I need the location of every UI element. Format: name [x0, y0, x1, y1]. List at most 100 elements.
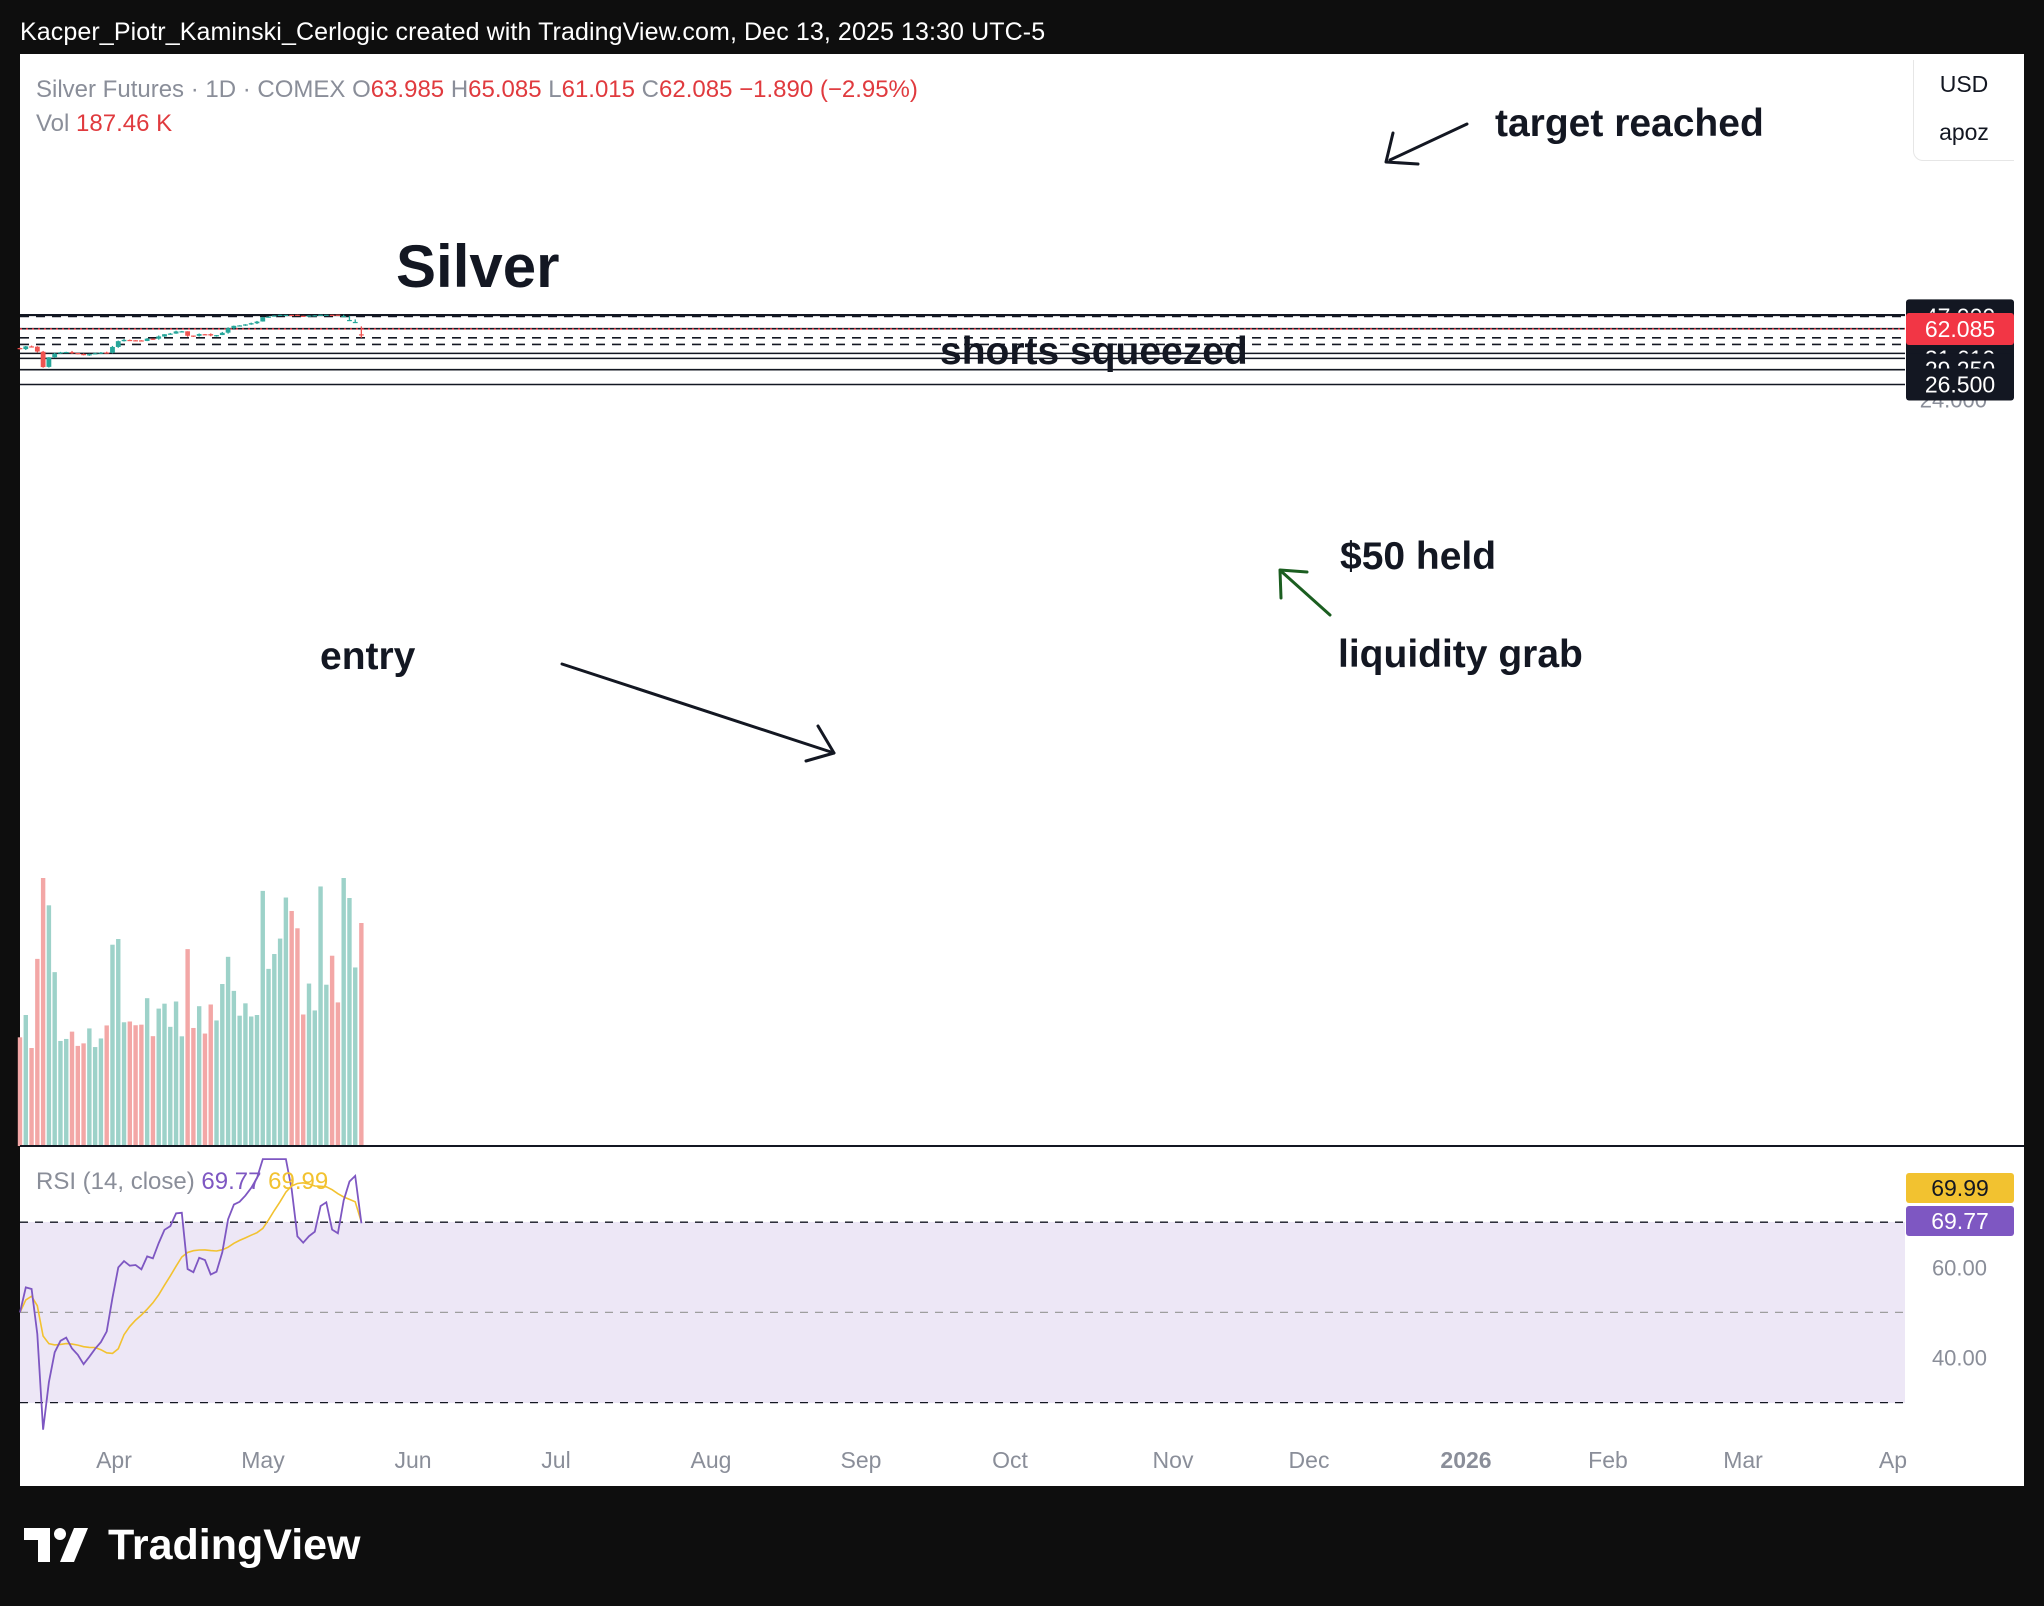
annotation-arrows	[560, 122, 1469, 763]
last-price-label[interactable]: 62.085	[1906, 312, 2014, 345]
entry-annotation: entry	[320, 635, 416, 678]
candle[interactable]	[75, 352, 81, 355]
candle[interactable]	[231, 325, 237, 329]
candle[interactable]	[352, 319, 358, 324]
svg-text:62.085: 62.085	[1925, 316, 1995, 342]
candle[interactable]	[138, 340, 144, 342]
volume-bar	[179, 1036, 185, 1146]
volume-bar	[266, 968, 271, 1146]
candle[interactable]	[347, 315, 352, 322]
candle[interactable]	[266, 316, 271, 318]
candle[interactable]	[156, 335, 162, 340]
candle[interactable]	[295, 314, 300, 316]
volume-bar	[243, 1003, 248, 1146]
candle[interactable]	[86, 353, 92, 356]
volume-bar	[272, 954, 277, 1146]
held-annotation: $50 held	[1340, 535, 1497, 578]
candle[interactable]	[335, 314, 341, 316]
candle[interactable]	[271, 315, 277, 317]
candle[interactable]	[277, 314, 283, 316]
candle[interactable]	[173, 330, 179, 334]
volume-bar	[260, 890, 265, 1146]
candle[interactable]	[254, 320, 260, 325]
candle[interactable]	[283, 314, 289, 317]
candle[interactable]	[196, 333, 202, 337]
candle[interactable]	[98, 352, 104, 354]
volume-bar	[17, 1037, 23, 1146]
volume-bar	[329, 955, 335, 1146]
candle[interactable]	[17, 347, 23, 350]
time-tick-label: Apr	[96, 1447, 132, 1473]
candle[interactable]	[92, 352, 98, 355]
candle[interactable]	[104, 351, 110, 354]
time-tick-label: Sep	[841, 1447, 882, 1473]
candle[interactable]	[219, 331, 225, 336]
candle[interactable]	[115, 340, 121, 348]
candle[interactable]	[191, 335, 196, 337]
volume-bar	[225, 956, 231, 1146]
rsi-legend[interactable]: RSI (14, close) 69.77 69.99	[36, 1168, 328, 1196]
candle[interactable]	[214, 335, 219, 337]
volume-bar	[202, 1033, 208, 1146]
volume-bar	[283, 897, 289, 1146]
candle[interactable]	[46, 357, 52, 368]
candle[interactable]	[40, 350, 46, 368]
price-level-label[interactable]: 26.500	[1906, 368, 2014, 401]
candle[interactable]	[323, 314, 329, 316]
volume-bar	[35, 958, 40, 1146]
candle[interactable]	[144, 337, 150, 342]
candles	[17, 314, 364, 368]
rsi-tick-label: 40.00	[1932, 1346, 1987, 1371]
candle[interactable]	[52, 352, 58, 358]
candle[interactable]	[121, 339, 127, 342]
candle[interactable]	[167, 332, 173, 335]
candle[interactable]	[63, 351, 69, 354]
time-tick-label: Feb	[1588, 1447, 1628, 1473]
candle[interactable]	[243, 324, 248, 326]
liquidity-annotation: liquidity grab	[1338, 633, 1583, 676]
volume-bar	[81, 1043, 86, 1146]
candle[interactable]	[23, 346, 29, 351]
currency-box[interactable]: USD apoz	[1913, 60, 2014, 161]
volume-bar	[98, 1038, 104, 1146]
symbol-label[interactable]: Silver Futures · 1D · COMEX	[36, 76, 346, 103]
candle[interactable]	[185, 331, 191, 337]
candle[interactable]	[162, 334, 167, 337]
candle[interactable]	[29, 345, 34, 348]
candle[interactable]	[289, 314, 295, 317]
candle[interactable]	[300, 315, 306, 317]
candle[interactable]	[208, 333, 214, 337]
volume-bar	[277, 938, 283, 1146]
volume-bar	[168, 1026, 173, 1146]
candle[interactable]	[110, 345, 115, 354]
candle[interactable]	[133, 340, 138, 342]
candle[interactable]	[202, 333, 208, 336]
volume-bar	[144, 998, 150, 1146]
rsi-value: 69.77	[201, 1168, 262, 1195]
candle[interactable]	[306, 315, 312, 317]
volume-bar	[64, 1038, 69, 1146]
candle[interactable]	[248, 322, 254, 325]
candle[interactable]	[179, 330, 185, 333]
currency-label[interactable]: USD	[1939, 71, 1989, 97]
volume-bar	[185, 949, 190, 1146]
candle[interactable]	[150, 338, 156, 340]
brand-logo[interactable]: TradingView	[24, 1520, 361, 1570]
candle[interactable]	[237, 325, 243, 327]
candle[interactable]	[312, 315, 318, 317]
candle[interactable]	[127, 339, 133, 342]
volume-bar	[29, 1048, 34, 1146]
candle[interactable]	[358, 326, 364, 338]
candle[interactable]	[225, 327, 231, 334]
candle[interactable]	[81, 353, 86, 356]
candle[interactable]	[260, 316, 266, 322]
candle[interactable]	[58, 351, 63, 354]
candle[interactable]	[34, 346, 40, 353]
rsi-line	[19, 1158, 363, 1430]
candle[interactable]	[318, 314, 323, 316]
change-value: −1.890 (−2.95%)	[739, 76, 918, 103]
candle[interactable]	[69, 350, 75, 354]
candle[interactable]	[341, 314, 347, 318]
candle[interactable]	[329, 314, 335, 316]
